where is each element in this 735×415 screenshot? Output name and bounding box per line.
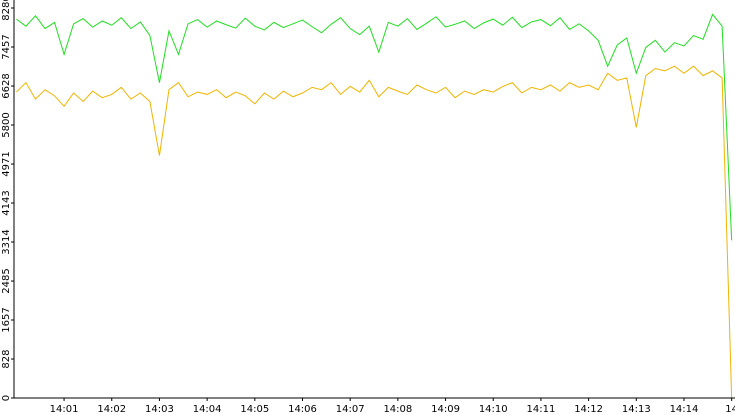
x-tick-label: 14:08 (383, 404, 412, 415)
y-tick-label: 828 (1, 349, 12, 368)
x-tick-label: 14:07 (336, 404, 365, 415)
y-tick-label: 1657 (1, 307, 12, 332)
series-line (16, 13, 733, 241)
y-tick-label: 4143 (1, 190, 12, 215)
x-tick-label: 14:09 (431, 404, 460, 415)
y-tick-label: 7457 (1, 34, 12, 59)
y-tick-label: 5800 (1, 112, 12, 137)
series-line (16, 65, 733, 399)
x-tick-label: 14:11 (527, 404, 556, 415)
x-tick-label: 14:03 (145, 404, 174, 415)
x-tick-label: 14:14 (670, 404, 699, 415)
x-tick-label: 14:01 (50, 404, 79, 415)
y-tick-label: 4971 (1, 151, 12, 176)
x-tick-label: 14:12 (574, 404, 603, 415)
x-tick-label: 14:02 (97, 404, 126, 415)
y-tick-label: 6628 (1, 73, 12, 98)
x-tick-label: 14:10 (479, 404, 508, 415)
x-tick-label: 14:05 (240, 404, 269, 415)
x-tick-label: 14:06 (288, 404, 317, 415)
y-tick-label: 2485 (1, 268, 12, 293)
x-tick-label: 14:04 (193, 404, 222, 415)
x-tick-label: 14:13 (622, 404, 651, 415)
y-tick-label: 3314 (1, 229, 12, 254)
y-tick-label: 8286 (1, 0, 12, 21)
x-tick-label: 14 (725, 404, 735, 415)
y-tick-label: 0 (1, 395, 12, 401)
